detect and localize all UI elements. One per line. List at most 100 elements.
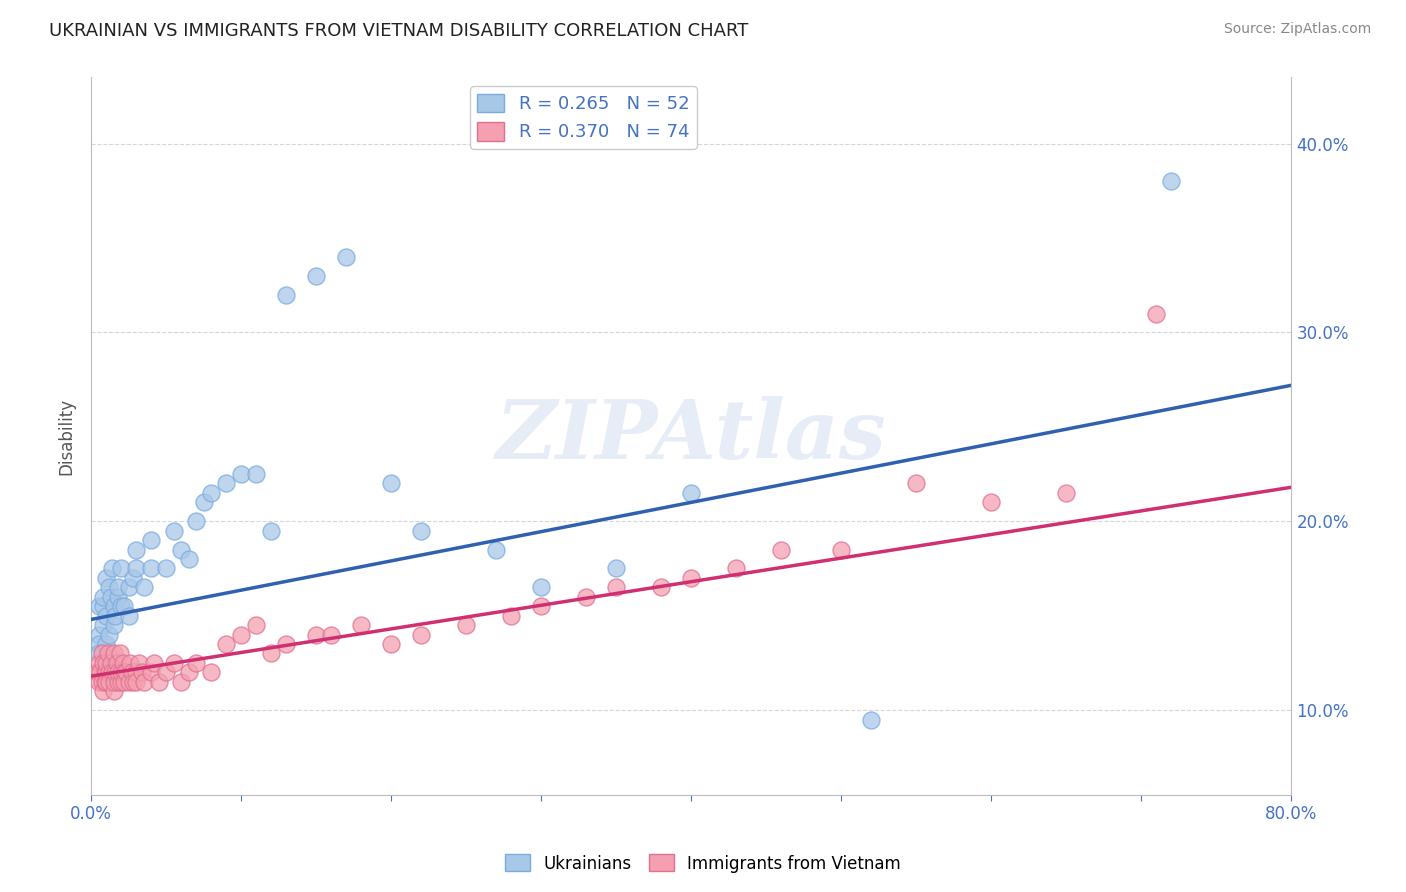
Point [305,627,328,641]
Point [105,656,128,670]
Point [125,674,148,689]
Point [163,524,186,538]
Point [186,514,208,528]
Point [87,637,110,651]
Point [110,674,132,689]
Point [131,665,153,680]
Point [118,608,141,623]
Text: Source: ZipAtlas.com: Source: ZipAtlas.com [1223,22,1371,37]
Point [125,542,148,557]
Point [143,656,166,670]
Point [231,627,253,641]
Point [101,665,124,680]
Point [411,627,433,641]
Point [170,542,193,557]
Point [96,608,118,623]
Point [107,674,129,689]
Y-axis label: Disability: Disability [58,398,75,475]
Point [132,580,155,594]
Point [118,580,141,594]
Point [98,674,121,689]
Point [186,656,208,670]
Point [1160,174,1182,188]
Point [177,665,200,680]
Point [120,656,142,670]
Point [87,599,110,614]
Point [91,599,114,614]
Point [530,580,553,594]
Point [96,674,118,689]
Point [155,665,177,680]
Point [350,618,373,632]
Point [91,656,114,670]
Point [141,533,163,548]
Point [530,599,553,614]
Point [380,476,402,491]
Point [96,637,118,651]
Point [96,656,118,670]
Point [104,608,127,623]
Point [90,647,112,661]
Point [605,580,627,594]
Point [112,674,135,689]
Point [245,618,267,632]
Point [103,674,125,689]
Point [107,665,129,680]
Point [830,542,852,557]
Point [91,590,114,604]
Point [163,656,186,670]
Point [177,552,200,566]
Point [125,665,148,680]
Point [276,637,298,651]
Point [980,495,1002,509]
Point [110,561,132,575]
Point [170,674,193,689]
Point [96,665,118,680]
Text: ZIPAtlas: ZIPAtlas [496,396,887,476]
Point [91,618,114,632]
Legend: R = 0.265   N = 52, R = 0.370   N = 74: R = 0.265 N = 52, R = 0.370 N = 74 [470,87,696,149]
Point [335,250,357,264]
Point [118,674,141,689]
Point [260,647,283,661]
Point [860,713,883,727]
Point [122,674,145,689]
Point [98,627,121,641]
Point [650,580,672,594]
Point [100,590,122,604]
Point [90,674,112,689]
Point [107,580,129,594]
Point [103,618,125,632]
Point [456,618,478,632]
Point [215,637,238,651]
Point [86,665,108,680]
Point [110,665,132,680]
Point [104,665,127,680]
Point [276,287,298,301]
Point [107,590,129,604]
Point [122,571,145,585]
Point [89,665,111,680]
Point [96,571,118,585]
Point [245,467,267,481]
Point [193,495,215,509]
Point [103,684,125,698]
Point [605,561,627,575]
Point [141,561,163,575]
Point [128,656,150,670]
Point [725,561,748,575]
Point [575,590,598,604]
Point [98,580,121,594]
Point [148,674,170,689]
Point [200,665,222,680]
Point [215,476,238,491]
Point [1054,486,1077,500]
Point [112,665,135,680]
Point [103,647,125,661]
Legend: Ukrainians, Immigrants from Vietnam: Ukrainians, Immigrants from Vietnam [499,847,907,880]
Point [87,627,110,641]
Point [321,627,343,641]
Point [93,674,115,689]
Point [121,665,143,680]
Point [411,524,433,538]
